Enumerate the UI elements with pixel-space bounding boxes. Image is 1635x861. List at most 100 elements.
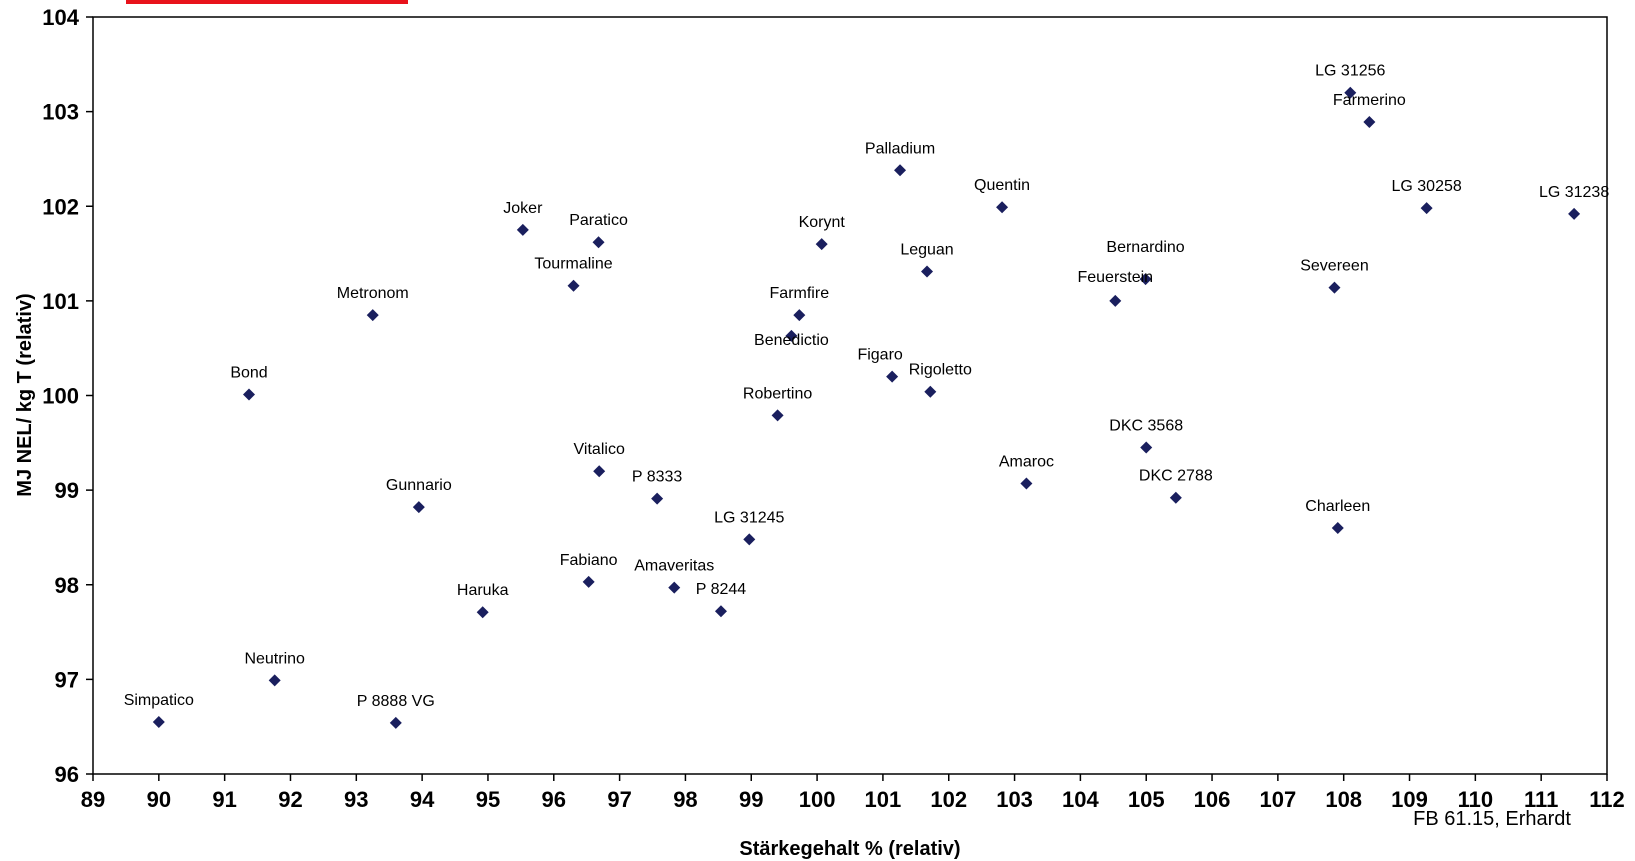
point-label: Tourmaline [534,256,612,273]
point-label: Amaroc [999,454,1054,471]
point-label: Joker [503,200,543,217]
data-point [1331,521,1344,534]
point-label: Severeen [1300,258,1369,275]
data-point [1169,491,1182,504]
point-label: Haruka [457,582,509,599]
point-label: P 8333 [632,469,683,486]
data-point [815,238,828,251]
x-tick-label: 91 [212,787,236,812]
plot-area [92,16,1608,775]
data-point [1420,202,1433,215]
point-label: Neutrino [244,650,305,667]
x-tick-label: 94 [410,787,435,812]
x-tick-label: 89 [81,787,105,812]
point-labels: Simpatico Neutrino P 8888 VG Bond Metronom Gu… [124,63,1610,710]
data-point [1020,477,1033,490]
point-label: Robertino [743,385,812,402]
point-label: Quentin [974,177,1030,194]
point-label: LG 31245 [714,509,784,526]
point-label: DKC 3568 [1109,418,1183,435]
y-tick-label: 102 [42,194,79,219]
x-tick-label: 103 [996,787,1033,812]
point-label: Gunnario [386,477,452,494]
x-tick-label: 104 [1062,787,1099,812]
data-points [152,86,1581,729]
point-label: LG 31256 [1315,63,1385,80]
point-label: Metronom [337,285,409,302]
point-label: Paratico [569,212,628,229]
data-point [1363,116,1376,129]
data-point [651,492,664,505]
point-label: Farmerino [1333,92,1406,109]
point-label: DKC 2788 [1139,468,1213,485]
data-point [1109,294,1122,307]
point-label: Benedictio [754,332,829,349]
data-point [268,674,281,687]
data-point [714,605,727,618]
point-label: Figaro [857,347,902,364]
y-tick-label: 98 [55,573,79,598]
x-tick-label: 102 [930,787,967,812]
x-tick-label: 110 [1458,787,1494,812]
data-point [894,164,907,177]
data-point [793,309,806,322]
x-tick-label: 90 [147,787,171,812]
data-point [921,265,934,278]
x-tick-label: 101 [865,787,902,812]
point-label: Farmfire [770,285,830,302]
x-tick-label: 108 [1325,787,1362,812]
data-point [592,236,605,249]
data-point [152,715,165,728]
data-point [743,533,756,546]
x-axis-ticks: 89 90 91 92 93 94 95 96 97 98 99 100 101 102 103 104 105… [81,774,1625,812]
data-point [1139,273,1152,286]
x-tick-label: 106 [1194,787,1231,812]
y-tick-label: 104 [42,5,79,30]
point-label: Palladium [865,140,935,157]
y-axis-title: MJ NEL/ kg T (relativ) [14,293,36,496]
point-label: Amaveritas [634,558,714,575]
data-point [412,501,425,514]
x-tick-label: 93 [344,787,368,812]
x-tick-label: 109 [1391,787,1428,812]
data-point [924,385,937,398]
point-label: Rigoletto [909,362,972,379]
x-axis-title: Stärkegehalt % (relativ) [739,838,960,860]
point-label: Leguan [900,242,953,259]
point-label: LG 31238 [1539,184,1609,201]
data-point [476,606,489,619]
data-point [366,309,379,322]
data-point [243,388,256,401]
data-point [1140,441,1153,454]
data-point [516,223,529,236]
data-point [567,279,580,292]
data-point [771,409,784,422]
data-point [668,581,681,594]
x-tick-label: 107 [1260,787,1297,812]
x-tick-label: 98 [673,787,697,812]
data-point [389,716,402,729]
point-label: P 8244 [696,581,747,598]
point-label: Charleen [1305,498,1370,515]
x-tick-label: 92 [278,787,302,812]
y-tick-label: 103 [42,100,79,125]
point-label: P 8888 VG [357,693,435,710]
y-tick-label: 101 [42,289,79,314]
x-tick-label: 105 [1128,787,1165,812]
x-tick-label: 96 [542,787,566,812]
data-point [886,370,899,383]
point-label: Korynt [799,214,846,231]
data-point [785,329,798,342]
source-note: FB 61.15, Erhardt [1413,808,1571,830]
x-tick-label: 100 [799,787,836,812]
y-axis-ticks: 96 97 98 99 100 101 102 103 104 [42,5,93,787]
point-label: Feuerstein [1077,269,1153,286]
point-label: Fabiano [560,552,618,569]
x-tick-label: 111 [1524,787,1558,812]
x-tick-label: 99 [739,787,763,812]
y-tick-label: 99 [55,478,79,503]
data-point [1328,281,1341,294]
y-tick-label: 97 [55,667,79,692]
x-tick-label: 97 [607,787,631,812]
